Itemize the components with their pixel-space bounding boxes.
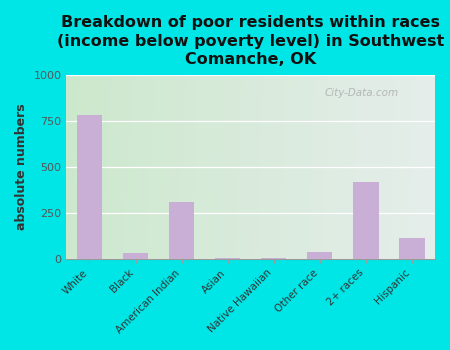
Bar [353,182,378,259]
Bar [123,253,148,259]
Y-axis label: absolute numbers: absolute numbers [15,104,28,230]
Text: City-Data.com: City-Data.com [324,88,399,98]
Bar [307,252,333,259]
Bar [215,258,240,259]
Bar [399,238,425,259]
Title: Breakdown of poor residents within races
(income below poverty level) in Southwe: Breakdown of poor residents within races… [57,15,444,67]
Bar [169,202,194,259]
Bar [261,258,286,259]
Bar [77,115,102,259]
